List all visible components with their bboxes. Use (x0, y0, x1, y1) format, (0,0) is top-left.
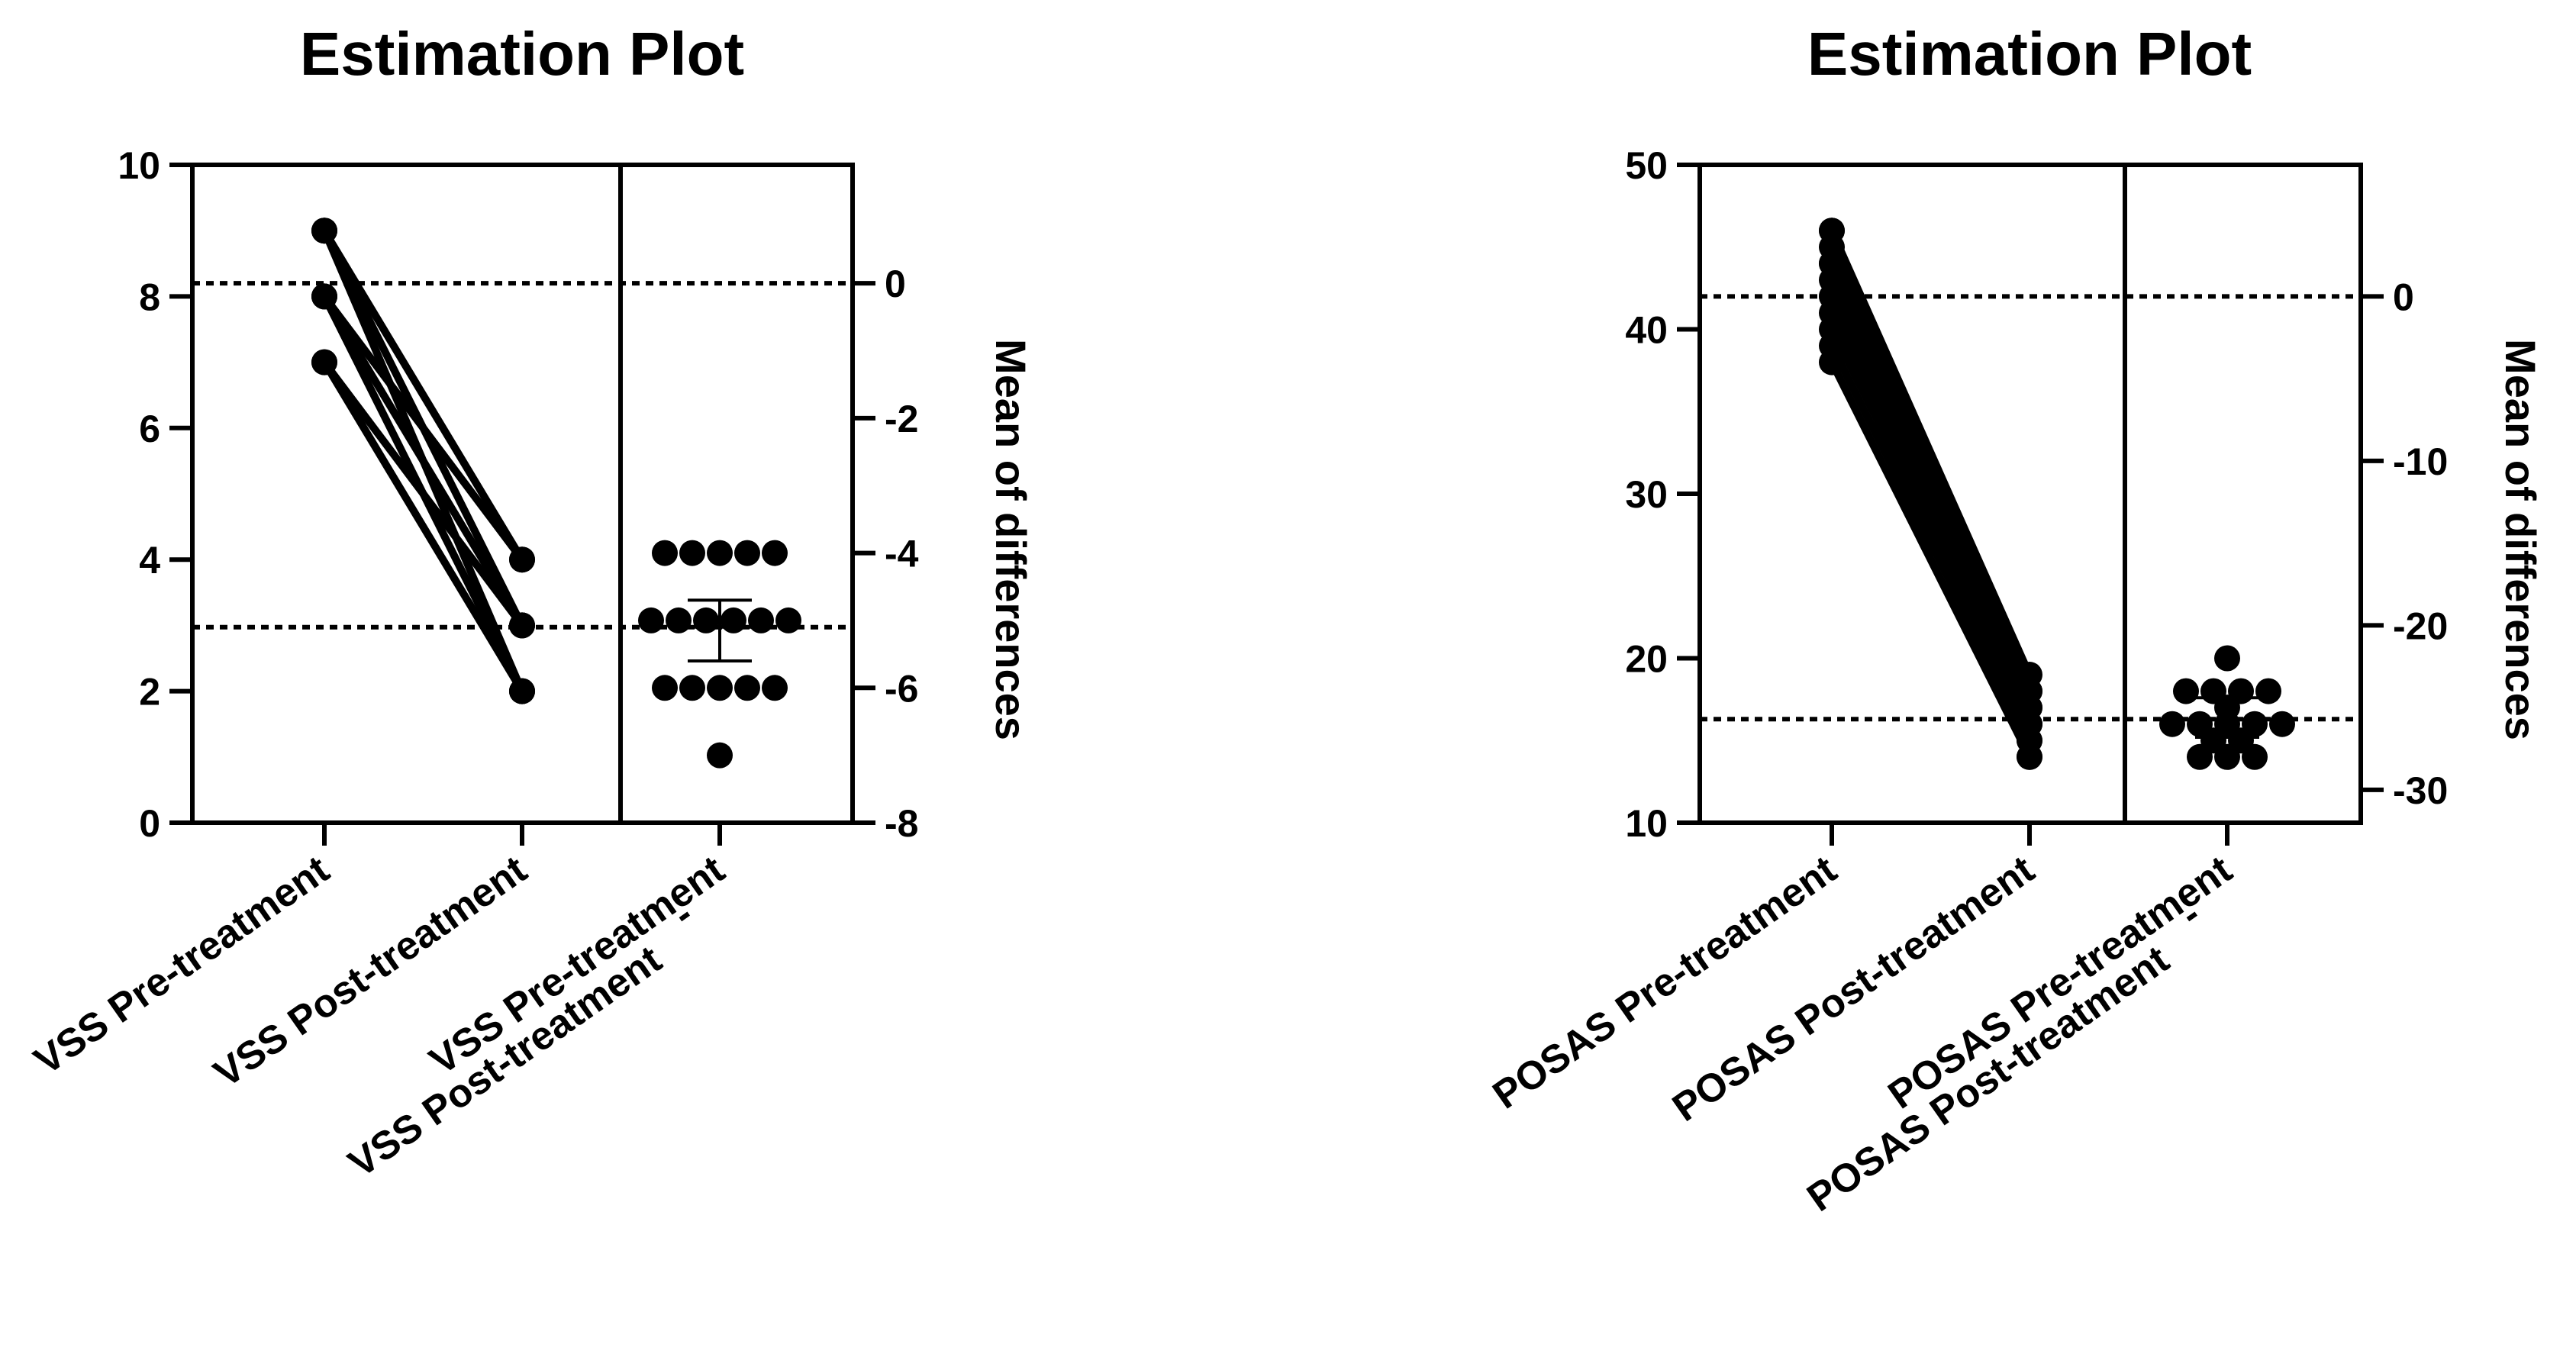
difference-point (2255, 678, 2281, 704)
left-tick-label: 10 (118, 144, 160, 187)
paired-line (321, 294, 525, 562)
difference-point (762, 675, 788, 701)
difference-point (2269, 711, 2295, 737)
right-axis-label: Mean of differences (2497, 339, 2545, 740)
posas-estimation-plot: Estimation Plot 10 20 30 40 50 0 -10 -20 -30 Mean … (1485, 20, 2545, 1220)
left-tick-label: 6 (139, 408, 160, 450)
post-point (509, 678, 535, 704)
paired-line (321, 294, 526, 627)
difference-point (2173, 678, 2199, 704)
paired-line (1828, 295, 2033, 693)
paired-line (1828, 360, 2033, 759)
left-tick-label: 40 (1625, 309, 1668, 352)
vss-estimation-plot: Estimation Plot 0 2 4 6 8 10 0 -2 -4 -6 -8 Mean of d… (27, 20, 1035, 1186)
difference-point (679, 675, 705, 701)
paired-line (321, 359, 525, 628)
right-tick-label: -4 (885, 533, 919, 575)
post-point (2017, 678, 2042, 704)
difference-point (679, 540, 705, 566)
difference-point (748, 607, 774, 633)
chart-title: Estimation Plot (300, 20, 744, 88)
right-tick-label: -10 (2393, 440, 2448, 483)
paired-line (1828, 343, 2033, 743)
right-tick-label: -20 (2393, 604, 2448, 647)
left-tick-label: 20 (1625, 638, 1668, 681)
right-tick-label: 0 (885, 263, 906, 305)
left-tick-label: 50 (1625, 144, 1668, 187)
left-tick-label: 30 (1625, 473, 1668, 516)
difference-point (707, 540, 733, 566)
paired-line (321, 228, 526, 562)
chart-title: Estimation Plot (1807, 20, 2252, 88)
right-tick-label: -8 (885, 802, 918, 845)
left-tick-label: 4 (139, 539, 160, 582)
difference-point (734, 675, 760, 701)
difference-point (638, 607, 664, 633)
paired-line (321, 360, 526, 694)
difference-point (652, 675, 678, 701)
left-tick-label: 0 (139, 802, 160, 845)
paired-line (1828, 327, 2033, 726)
difference-point (652, 540, 678, 566)
pre-point (1819, 283, 1845, 310)
pre-point (311, 349, 337, 376)
right-tick-label: -30 (2393, 769, 2448, 812)
difference-point (762, 540, 788, 566)
left-tick-label: 10 (1625, 802, 1668, 845)
difference-point (693, 607, 719, 633)
difference-point (721, 607, 746, 633)
category-label: POSAS Pre-treatment (1881, 847, 2240, 1117)
pre-point (1819, 349, 1845, 376)
category-label: POSAS Pre-treatment (1485, 847, 1845, 1117)
left-tick-label: 2 (139, 671, 160, 714)
pre-point (1819, 250, 1845, 277)
difference-point (2214, 645, 2240, 672)
difference-point (707, 742, 733, 769)
difference-point (666, 607, 692, 633)
pre-point (311, 283, 337, 310)
right-tick-label: 0 (2393, 276, 2414, 318)
pre-point (311, 218, 337, 244)
left-tick-label: 8 (139, 276, 160, 318)
difference-point (775, 607, 801, 633)
post-point (509, 612, 535, 639)
post-point (2017, 743, 2042, 770)
post-point (2017, 711, 2042, 737)
difference-point (2159, 711, 2185, 737)
pre-point (1819, 218, 1845, 244)
difference-point (2242, 743, 2268, 770)
difference-point (707, 675, 733, 701)
right-tick-label: -6 (885, 667, 918, 710)
difference-point (2214, 743, 2240, 770)
difference-point (2187, 743, 2213, 770)
difference-point (734, 540, 760, 566)
post-point (509, 546, 535, 573)
right-tick-label: -2 (885, 398, 918, 440)
right-axis-label: Mean of differences (987, 339, 1035, 740)
